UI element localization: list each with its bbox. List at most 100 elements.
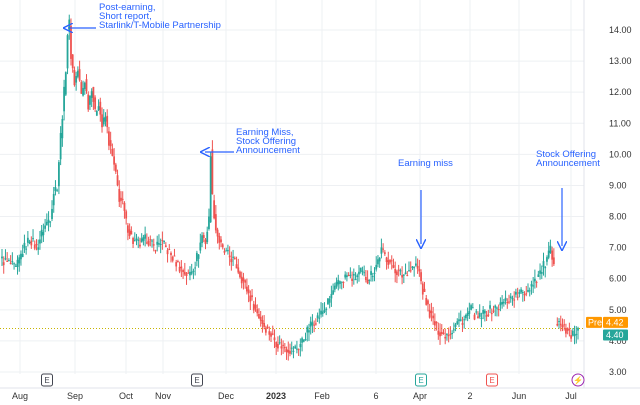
candle-body (25, 248, 28, 250)
candle (201, 232, 203, 248)
candle-body (439, 332, 441, 337)
candle-body (402, 274, 405, 276)
candle-body (16, 259, 19, 267)
candle-body (304, 339, 307, 341)
pre-market-tag: Pre 4.42 (586, 316, 628, 328)
candle (195, 250, 198, 267)
candle-body (409, 270, 412, 272)
candle (335, 277, 338, 289)
candle-body (351, 278, 353, 281)
candle (30, 236, 33, 249)
candle (558, 318, 560, 329)
candle (504, 290, 507, 305)
candle (232, 249, 234, 267)
candle-body (106, 115, 109, 128)
candle (2, 256, 5, 274)
candle-body (109, 140, 112, 147)
candle (130, 226, 133, 235)
candle-body (247, 289, 250, 294)
candle (145, 233, 148, 245)
candle (337, 274, 340, 291)
candle (518, 289, 521, 298)
candle-body (425, 298, 428, 305)
candle-body (59, 133, 62, 160)
candle (52, 186, 55, 213)
candle (80, 80, 83, 94)
candle (318, 308, 321, 324)
candle (351, 271, 353, 287)
candle-body (364, 277, 367, 280)
candle (323, 302, 326, 314)
y-tick-label: 9.00 (609, 180, 627, 190)
candle-body (294, 346, 297, 349)
candle (75, 71, 78, 91)
candle-body (366, 279, 369, 284)
event-badges: E E E E ⚡ (41, 373, 585, 387)
candle (349, 267, 352, 279)
candle-body (492, 310, 495, 312)
candle (294, 344, 297, 350)
candle (471, 303, 474, 309)
candle-body (73, 70, 76, 86)
candle-body (466, 312, 469, 316)
candle-body (380, 247, 383, 254)
earnings-badge[interactable]: E (191, 373, 203, 387)
candle (125, 209, 128, 225)
candle-body (259, 316, 262, 321)
candle (277, 336, 279, 352)
candle-body (13, 263, 15, 265)
candle-body (515, 291, 517, 295)
candle (144, 226, 147, 247)
candle-body (440, 331, 443, 334)
candle-body (139, 244, 141, 247)
earnings-badge[interactable]: E (41, 373, 53, 387)
candle-body (261, 320, 264, 324)
candle-body (28, 241, 31, 244)
candle (389, 259, 391, 265)
candle-body (565, 327, 567, 334)
candle-body (183, 271, 186, 275)
earnings-badge[interactable]: E (486, 373, 498, 387)
candle-body (347, 275, 350, 277)
candle-body (535, 281, 538, 283)
candle-body (399, 270, 402, 272)
candle-body (575, 333, 578, 335)
candle-body (568, 329, 571, 331)
candle (382, 243, 385, 253)
candle (559, 315, 562, 332)
earnings-badge[interactable]: ⚡ (571, 373, 585, 387)
candle-body (82, 88, 84, 96)
candle-body (113, 156, 115, 165)
earnings-badge[interactable]: E (415, 373, 427, 387)
candle-body (242, 277, 245, 282)
candle (142, 234, 145, 246)
candle-body (570, 335, 573, 339)
annotations: Post-earning,Short report,Starlink/T-Mob… (68, 2, 600, 246)
candle-body (558, 321, 560, 323)
candle-body (145, 242, 148, 244)
candle-body (477, 316, 479, 319)
candle (285, 346, 288, 360)
candle (133, 232, 136, 242)
candle (185, 272, 188, 285)
candle (485, 310, 488, 322)
candle-body (282, 344, 285, 346)
candle (261, 315, 264, 333)
candle-body (385, 257, 388, 263)
candle (499, 297, 502, 312)
candle-body (147, 240, 150, 246)
candle-body (159, 243, 162, 245)
candle-body (397, 269, 400, 271)
pre-label-bg (586, 316, 602, 328)
candle-body (509, 296, 512, 299)
candle (239, 270, 241, 279)
candle (528, 287, 531, 297)
candle-body (501, 301, 504, 305)
candle (173, 248, 176, 257)
annotation-text: Starlink/T-Mobile Partnership (99, 20, 221, 31)
candle-body (54, 187, 57, 191)
candle (520, 287, 522, 295)
candle-body (494, 305, 497, 308)
